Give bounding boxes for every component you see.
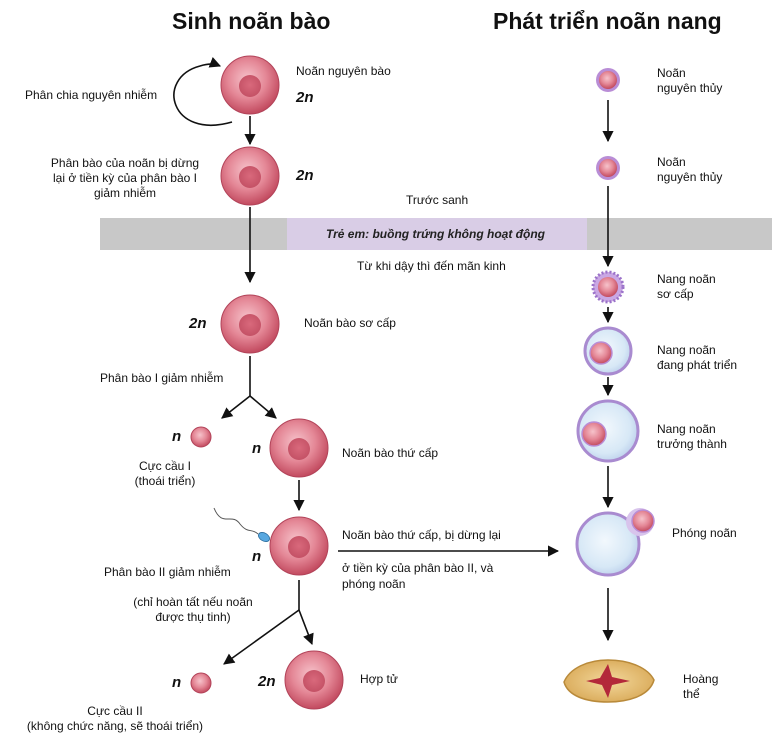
mature-follicle [576,399,640,463]
mature-follicle-line-2: trưởng thành [657,437,727,451]
primary-oocyte-label: Noãn bào sơ cấp [304,316,396,330]
polar-body-2 [190,672,212,694]
primary-follicle-line-2: sơ cấp [657,287,694,301]
primordial-1-line-1: Noãn [657,66,686,80]
primordial-2-label: Noãn nguyên thủy [657,155,722,185]
polar-body-1-label: Cực cầu I (thoái triển) [115,459,215,489]
polar-body-2-line-1: Cực cầu II [87,704,143,718]
meiosis2-note-line-1: (chỉ hoàn tất nếu noãn [133,595,253,609]
primary-follicle-line-1: Nang noãn [657,272,716,286]
ovulation-label: Phóng noãn [672,526,737,540]
developing-follicle-line-2: đang phát triển [657,358,738,372]
primary-follicle-label: Nang noãn sơ cấp [657,272,716,302]
mature-follicle-line-1: Nang noãn [657,422,716,436]
primary-oocyte-ploidy: 2n [189,315,207,332]
ovulating-follicle [575,508,655,577]
zygote-label: Hợp tử [360,672,398,686]
oogonium-ploidy: 2n [296,89,314,106]
corpus-luteum [563,659,655,703]
zygote-cell [284,650,344,710]
arrested-oocyte-ploidy: 2n [296,167,314,184]
oogenesis-title: Sinh noãn bào [172,8,331,34]
oogonium-cell [220,55,280,115]
arrest-prophase-line-3: giảm nhiễm [93,186,157,200]
secondary-oocyte-label: Noãn bào thứ cấp [342,446,439,460]
meiosis1-right-arrow [249,395,277,419]
secondary-oocyte-ploidy: n [252,440,262,457]
sperm-icon [213,507,270,542]
secondary-oocyte-cell [269,418,329,478]
meiosis2-label: Phân bào II giảm nhiễm [104,565,231,579]
meiosis1-label: Phân bào I giảm nhiễm [100,371,224,385]
primary-oocyte-cell [220,294,280,354]
polar-body-1-ploidy: n [172,428,182,445]
primary-follicle [591,270,625,304]
developing-follicle [583,326,633,376]
developing-follicle-line-1: Nang noãn [657,343,716,357]
mature-follicle-label: Nang noãn trưởng thành [657,422,727,452]
primordial-follicle-1 [596,68,620,92]
secondary-arrested-line-1: Noãn bào thứ cấp, bị dừng lại [342,528,501,542]
arrest-prophase-line-1: Phân bào của noãn bị dừng [50,156,200,170]
arrest-prophase-line-2: lại ở tiền kỳ của phân bào I [53,171,197,185]
meiosis2-note-line-2: được thụ tinh) [155,610,231,624]
arrest-prophase-label: Phân bào của noãn bị dừng lại ở tiền kỳ … [40,156,210,201]
primordial-1-line-2: nguyên thủy [657,81,723,95]
zygote-ploidy: 2n [258,673,276,690]
primordial-1-label: Noãn nguyên thủy [657,66,722,96]
mitosis-label: Phân chia nguyên nhiễm [25,88,158,102]
primordial-2-line-1: Noãn [657,155,686,169]
polar-body-2-ploidy: n [172,674,182,691]
polar-body-2-line-2: (không chức năng, sẽ thoái triển) [26,719,204,733]
meiosis2-right-arrow [298,609,314,646]
meiosis2-note: (chỉ hoàn tất nếu noãn được thụ tinh) [118,595,268,625]
arrested-oocyte-cell [220,146,280,206]
developing-follicle-label: Nang noãn đang phát triển [657,343,737,373]
polar-body-1-line-2: (thoái triển) [134,474,196,488]
meiosis1-left-arrow [221,395,251,419]
arrested-secondary-oocyte-cell [269,516,329,576]
corpus-luteum-line-2: thể [683,687,700,701]
secondary-arrested-line-3: phóng noãn [342,577,406,591]
primordial-follicle-2 [596,156,620,180]
childhood-label: Trẻ em: buồng trứng không hoạt động [326,227,545,241]
arrested-secondary-ploidy: n [252,548,262,565]
polar-body-2-label: Cực cầu II (không chức năng, sẽ thoái tr… [0,704,230,734]
polar-body-1-line-1: Cực cầu I [138,459,192,473]
folliculogenesis-title: Phát triển noãn nang [493,8,722,34]
polar-body-1 [190,426,212,448]
corpus-luteum-label: Hoàng thể [683,672,718,702]
secondary-arrested-line-2: ở tiền kỳ của phân bào II, và [342,561,494,575]
oogonium-label: Noãn nguyên bào [296,64,391,78]
puberty-label: Từ khi dậy thì đến mãn kinh [357,259,506,273]
corpus-luteum-line-1: Hoàng [683,672,719,686]
childhood-band-highlight [287,218,587,250]
meiosis2-left-arrow [223,609,300,665]
primordial-2-line-2: nguyên thủy [657,170,723,184]
before-birth-label: Trước sanh [406,193,469,207]
mitosis-loop-arrow [173,57,233,126]
